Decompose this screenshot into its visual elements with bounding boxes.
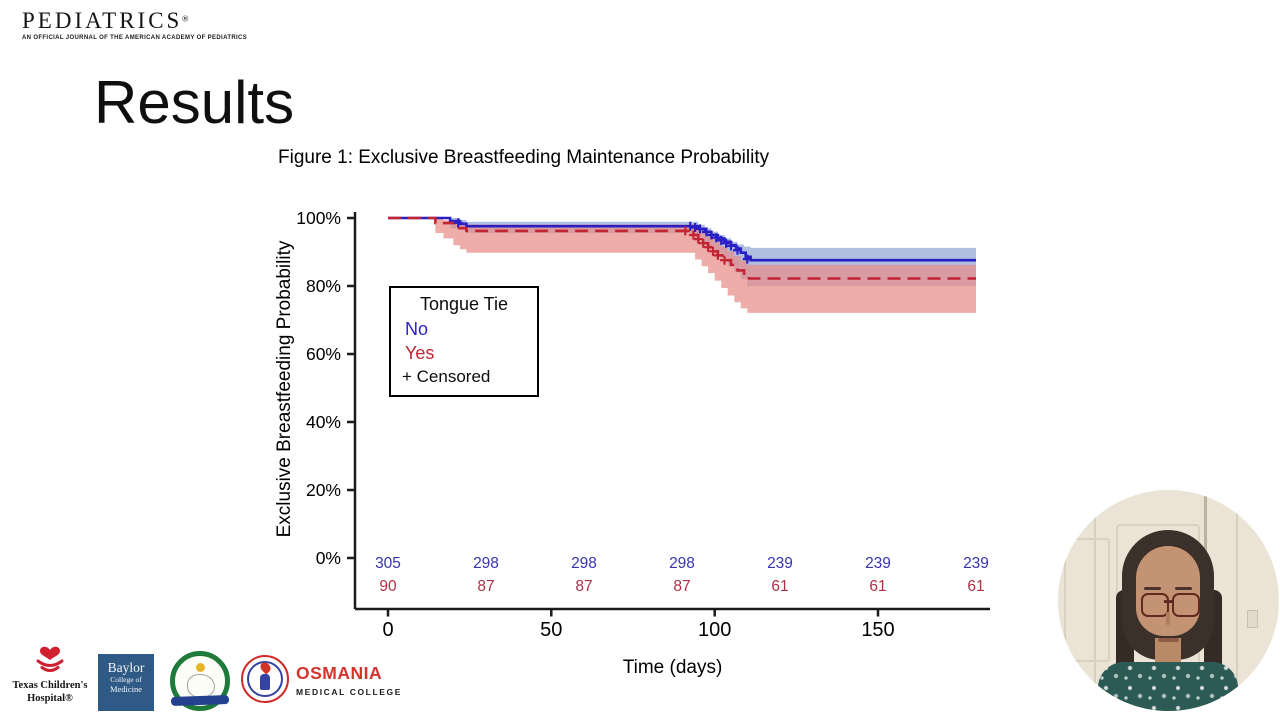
osmania-figure-icon	[260, 674, 270, 690]
y-tick-label: 40%	[306, 412, 341, 432]
journal-name: PEDIATRICS	[22, 8, 183, 33]
baylor-line2: College of	[110, 675, 142, 684]
x-axis-label: Time (days)	[622, 657, 723, 678]
figure-title: Figure 1: Exclusive Breastfeeding Mainte…	[278, 147, 770, 168]
door-panel	[1064, 538, 1110, 662]
presenter-webcam	[1058, 490, 1279, 711]
x-tick-label: 50	[540, 619, 562, 641]
at-risk-no-value: 298	[571, 555, 597, 572]
y-tick-label: 0%	[316, 548, 341, 568]
baylor-line1: Baylor	[107, 660, 145, 675]
presenter-glasses	[1141, 593, 1169, 617]
osmania-logo-text: OSMANIA MEDICAL COLLEGE	[296, 663, 402, 697]
at-risk-no-value: 298	[473, 555, 499, 572]
presenter-glasses	[1172, 593, 1200, 617]
baylor-logo: Baylor College of Medicine	[98, 654, 154, 711]
texas-childrens-hospital: Hospital®	[27, 692, 73, 704]
at-risk-yes-value: 61	[967, 578, 984, 595]
at-risk-no-value: 239	[963, 555, 989, 572]
km-line-no	[388, 216, 976, 262]
texas-childrens-logo: Texas Children's Hospital®	[0, 642, 100, 704]
texas-childrens-icon	[36, 646, 64, 672]
censor-marks-yes	[680, 226, 729, 265]
at-risk-yes-value: 87	[575, 578, 592, 595]
presenter-nose	[1166, 612, 1170, 625]
km-band-yes	[435, 218, 976, 313]
at-risk-yes-value: 87	[673, 578, 690, 595]
presenter-shirt	[1098, 662, 1238, 711]
legend-item-no: No	[405, 319, 429, 339]
university-seal-logo	[170, 651, 230, 711]
presenter-mouth	[1158, 638, 1179, 642]
legend-box: Tongue Tie No Yes + Censored	[389, 286, 539, 397]
at-risk-no-value: 298	[669, 555, 695, 572]
door-frame-line	[1094, 490, 1096, 711]
presenter-eyebrow	[1144, 587, 1161, 590]
x-tick-label: 150	[861, 619, 894, 641]
legend-item-yes: Yes	[405, 343, 435, 363]
legend-title: Tongue Tie	[419, 294, 509, 314]
y-tick-label: 20%	[306, 480, 341, 500]
osmania-name: OSMANIA	[296, 663, 383, 683]
y-axis-label: Exclusive Breastfeeding Probability	[274, 240, 295, 538]
slide-title: Results	[94, 69, 295, 136]
at-risk-no-value: 239	[865, 555, 891, 572]
journal-tagline: AN OFFICIAL JOURNAL OF THE AMERICAN ACAD…	[22, 35, 248, 41]
osmania-seal-icon	[241, 655, 289, 703]
legend-item-censored: + Censored	[402, 367, 491, 386]
osmania-subtitle: MEDICAL COLLEGE	[296, 687, 403, 697]
y-tick-label: 80%	[306, 276, 341, 296]
x-tick-label: 0	[382, 619, 393, 641]
presenter-eyebrow	[1175, 587, 1192, 590]
at-risk-yes-value: 61	[771, 578, 788, 595]
presenter-glasses-bridge	[1164, 600, 1173, 603]
kaplan-meier-chart: 0% 20% 40% 60% 80% 100% 0 50 100 150 305 298 298 298 2…	[296, 208, 990, 641]
texas-childrens-name: Texas Children's	[12, 680, 88, 691]
journal-logo: PEDIATRICS® AN OFFICIAL JOURNAL OF THE A…	[22, 8, 282, 41]
at-risk-yes-value: 90	[379, 578, 397, 595]
seal-emblem-icon	[187, 674, 215, 698]
seal-sun-icon	[196, 663, 205, 672]
at-risk-yes-value: 87	[477, 578, 494, 595]
y-tick-label: 60%	[306, 344, 341, 364]
door-frame-line	[1236, 490, 1238, 711]
censor-marks-no	[453, 218, 752, 264]
x-tick-label: 100	[698, 619, 731, 641]
registered-mark: ®	[182, 14, 189, 24]
seal-banner	[170, 694, 230, 707]
at-risk-no-value: 239	[767, 555, 793, 572]
y-tick-label: 100%	[296, 208, 341, 228]
baylor-line3: Medicine	[109, 684, 143, 694]
at-risk-yes-value: 61	[869, 578, 886, 595]
light-switch	[1247, 610, 1258, 628]
at-risk-no-value: 305	[375, 555, 401, 572]
